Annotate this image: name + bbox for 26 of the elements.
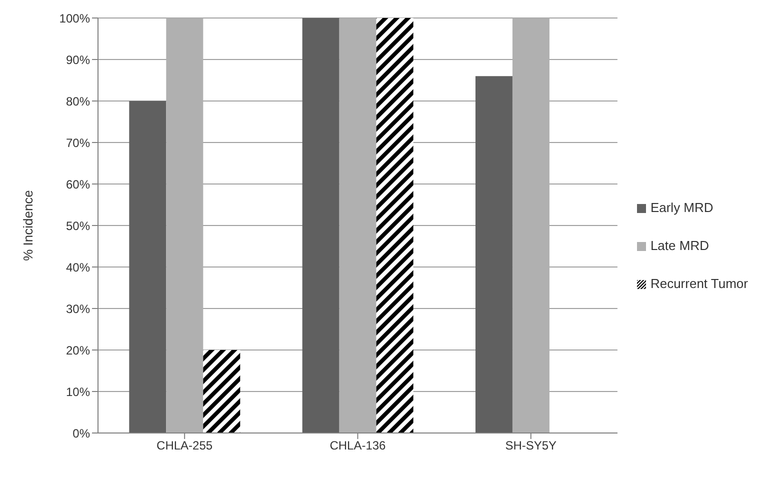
y-tick-label: 20% bbox=[66, 343, 90, 358]
y-tick-label: 60% bbox=[66, 177, 90, 192]
y-tick-label: 0% bbox=[72, 426, 90, 440]
legend-label: Recurrent Tumor bbox=[650, 276, 748, 290]
legend-label: Early MRD bbox=[650, 200, 714, 214]
y-tick-label: 80% bbox=[66, 94, 90, 108]
x-tick-label: CHLA-255 bbox=[156, 438, 213, 453]
legend-label: Late MRD bbox=[650, 238, 709, 252]
y-tick-label: 30% bbox=[66, 302, 90, 316]
y-tick-label: 10% bbox=[66, 384, 90, 399]
bar bbox=[512, 18, 550, 433]
bar bbox=[302, 18, 340, 433]
y-axis-title: % Incidence bbox=[20, 190, 36, 261]
bar bbox=[129, 101, 166, 433]
y-tick-label: 100% bbox=[59, 11, 90, 26]
bar bbox=[166, 18, 204, 433]
y-tick-label: 50% bbox=[66, 218, 90, 233]
bar bbox=[475, 76, 512, 433]
bar bbox=[203, 350, 240, 433]
x-tick-label: CHLA-136 bbox=[330, 438, 386, 453]
bar bbox=[376, 18, 414, 433]
bar bbox=[339, 18, 376, 433]
y-tick-label: 90% bbox=[66, 52, 90, 67]
x-tick-label: SH-SY5Y bbox=[505, 438, 557, 453]
y-tick-label: 40% bbox=[66, 260, 90, 274]
y-tick-label: 70% bbox=[66, 136, 90, 150]
